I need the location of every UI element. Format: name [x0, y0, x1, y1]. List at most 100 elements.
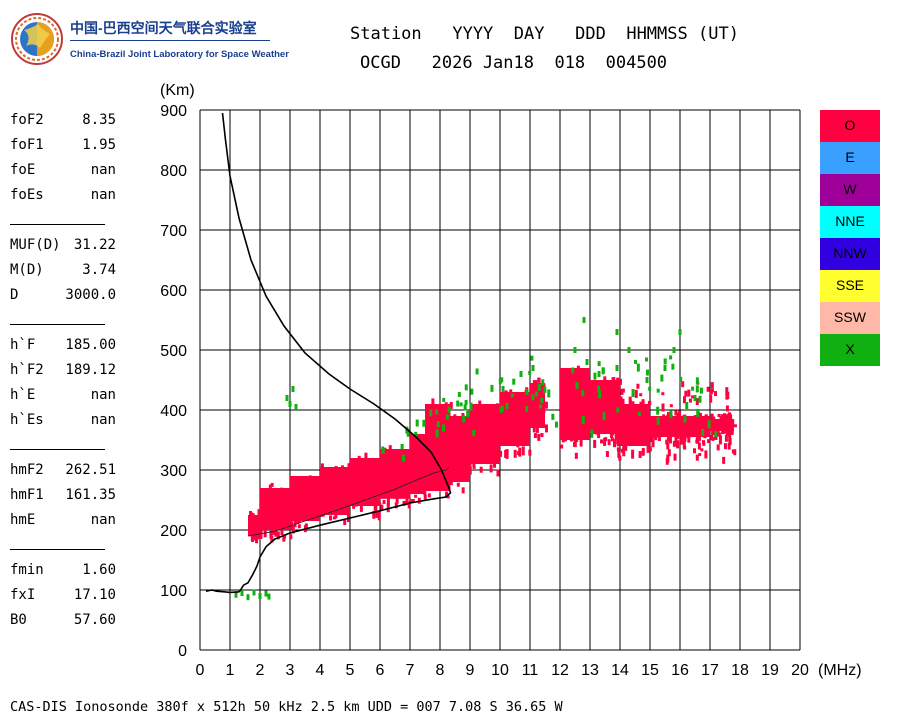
o-trace-echo — [580, 427, 584, 436]
x-trace-echo — [656, 406, 660, 415]
o-trace-echo — [586, 419, 590, 424]
o-trace-echo — [669, 428, 673, 433]
x-trace-echo — [294, 404, 298, 410]
o-trace-echo — [604, 384, 608, 389]
o-trace-echo — [564, 389, 568, 394]
o-trace-echo — [397, 467, 401, 474]
x-trace-echo — [598, 390, 602, 399]
o-trace-echo — [618, 455, 622, 461]
o-trace-echo — [267, 504, 271, 514]
o-trace-echo — [456, 482, 460, 487]
o-trace-echo — [568, 421, 572, 429]
o-trace-echo — [636, 383, 640, 389]
o-trace-echo — [573, 395, 577, 401]
o-trace-echo — [725, 387, 729, 396]
o-trace-echo — [634, 413, 638, 421]
o-trace-echo — [532, 425, 536, 433]
o-trace-echo — [286, 521, 290, 525]
o-trace-echo — [444, 431, 448, 441]
o-trace-echo — [487, 443, 491, 449]
o-trace-echo — [461, 487, 465, 494]
o-trace-echo — [680, 438, 684, 445]
o-trace-echo — [334, 482, 338, 489]
o-trace-echo — [274, 510, 278, 516]
o-trace-echo — [373, 479, 377, 483]
o-trace-echo — [703, 415, 707, 425]
y-tick-label: 100 — [160, 583, 187, 600]
o-trace-echo — [593, 421, 597, 431]
o-trace-echo — [314, 480, 318, 489]
o-trace-echo — [697, 419, 701, 424]
o-trace-echo — [496, 469, 500, 477]
o-trace-echo — [266, 510, 270, 520]
x-trace-echo — [505, 402, 509, 409]
o-trace-echo — [504, 390, 508, 399]
o-trace-echo — [657, 436, 661, 442]
o-trace-echo — [653, 431, 657, 436]
o-trace-echo — [302, 477, 306, 485]
x-trace-echo — [285, 395, 289, 401]
o-trace-echo — [661, 403, 665, 412]
globe-icon — [11, 13, 63, 65]
x-trace-echo — [693, 395, 697, 401]
o-trace-echo — [411, 498, 415, 503]
o-trace-echo — [675, 427, 679, 434]
o-trace-echo — [388, 445, 392, 453]
x-trace-echo — [585, 359, 589, 365]
param-label: h`F2 — [10, 362, 44, 378]
o-trace-echo — [274, 500, 278, 510]
o-trace-echo — [595, 383, 599, 388]
o-trace-echo — [725, 414, 729, 422]
o-trace-echo — [610, 437, 614, 442]
o-trace-echo — [639, 401, 643, 406]
x-trace-echo — [267, 593, 271, 600]
param-value: 17.10 — [73, 587, 116, 603]
o-trace-echo — [688, 398, 692, 403]
o-trace-echo — [579, 439, 583, 447]
x-trace-echo — [597, 361, 601, 367]
o-trace-echo — [610, 428, 614, 436]
o-trace-echo — [655, 428, 659, 438]
o-trace-echo — [418, 463, 422, 472]
x-axis-label: (MHz) — [818, 662, 862, 679]
o-trace-echo — [703, 423, 707, 429]
o-trace-echo — [345, 504, 349, 508]
o-trace-echo — [410, 451, 414, 460]
o-trace-echo — [641, 399, 645, 408]
o-trace-echo — [576, 365, 580, 371]
o-trace-echo — [669, 404, 673, 408]
x-trace-echo — [525, 405, 529, 412]
o-trace-echo — [603, 376, 607, 385]
o-trace-echo — [260, 522, 264, 529]
o-trace-echo — [616, 447, 620, 452]
o-trace-echo — [386, 465, 390, 472]
x-trace-echo — [234, 591, 238, 598]
o-trace-echo — [274, 528, 278, 537]
o-trace-echo — [417, 484, 421, 492]
o-trace-echo — [648, 401, 652, 406]
o-trace-echo — [721, 427, 725, 435]
x-tick-label: 0 — [196, 662, 205, 679]
x-trace-echo — [381, 446, 385, 454]
o-trace-echo — [681, 381, 685, 388]
o-trace-echo — [332, 516, 336, 520]
o-trace-echo — [329, 476, 333, 481]
x-trace-echo — [660, 374, 664, 382]
x-trace-echo — [459, 402, 463, 407]
o-trace-echo — [695, 454, 699, 461]
o-trace-echo — [415, 479, 419, 487]
o-trace-echo — [631, 401, 635, 409]
o-trace-echo — [614, 432, 618, 440]
o-trace-echo — [253, 532, 257, 541]
o-trace-echo — [334, 476, 338, 484]
o-trace-echo — [408, 457, 412, 466]
param-row: B0 57.60 — [10, 608, 130, 633]
x-trace-echo — [679, 376, 683, 382]
o-trace-echo — [323, 485, 327, 493]
o-trace-echo — [398, 480, 402, 487]
o-trace-echo — [360, 458, 364, 464]
o-trace-echo — [251, 513, 255, 518]
x-trace-echo — [691, 386, 695, 391]
x-trace-echo — [573, 347, 577, 353]
o-trace-echo — [427, 493, 431, 498]
